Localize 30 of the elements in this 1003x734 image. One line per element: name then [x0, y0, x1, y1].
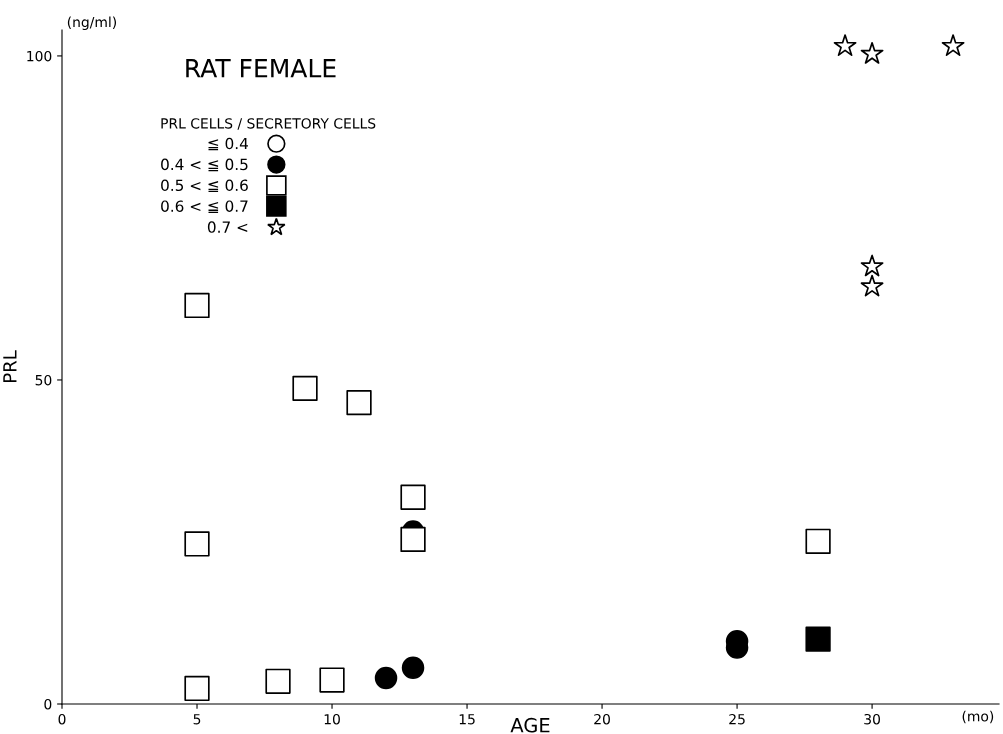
legend-label: 0.7 < — [207, 221, 248, 233]
point — [833, 34, 857, 57]
point — [805, 626, 831, 652]
y-tick-label: 100 — [27, 50, 52, 62]
point — [401, 656, 425, 679]
x-tick-label: 15 — [459, 714, 475, 725]
legend-label: 0.6 < ≦ 0.7 — [161, 200, 248, 214]
point — [860, 254, 884, 277]
x-tick-label: 10 — [324, 713, 340, 725]
x-tick-label: 30 — [864, 713, 880, 725]
y-axis-title: PRL — [3, 350, 17, 382]
x-tick-label: 0 — [58, 713, 66, 725]
x-tick-label: 25 — [729, 713, 745, 725]
point — [400, 526, 426, 553]
point — [860, 42, 884, 64]
point — [374, 666, 398, 690]
x-tick-label: 20 — [594, 713, 610, 725]
y-tick-label: 50 — [35, 374, 52, 386]
text: RAT FEMALE — [186, 59, 336, 78]
point — [941, 34, 965, 57]
legend-label: 0.4 < ≦ 0.5 — [161, 158, 248, 172]
y-tick-label: 0 — [44, 698, 52, 710]
x-axis-title: AGE — [510, 717, 550, 733]
legend-title: PRL CELLS / SECRETORY CELLS — [161, 118, 376, 130]
text: (mo) — [962, 710, 994, 724]
legend-label: 0.5 < ≦ 0.6 — [161, 179, 248, 193]
point — [860, 274, 884, 297]
annotation: (ng/ml) — [67, 16, 117, 30]
legend-label: ≦ 0.4 — [208, 137, 248, 151]
x-tick-label: 5 — [193, 714, 201, 725]
